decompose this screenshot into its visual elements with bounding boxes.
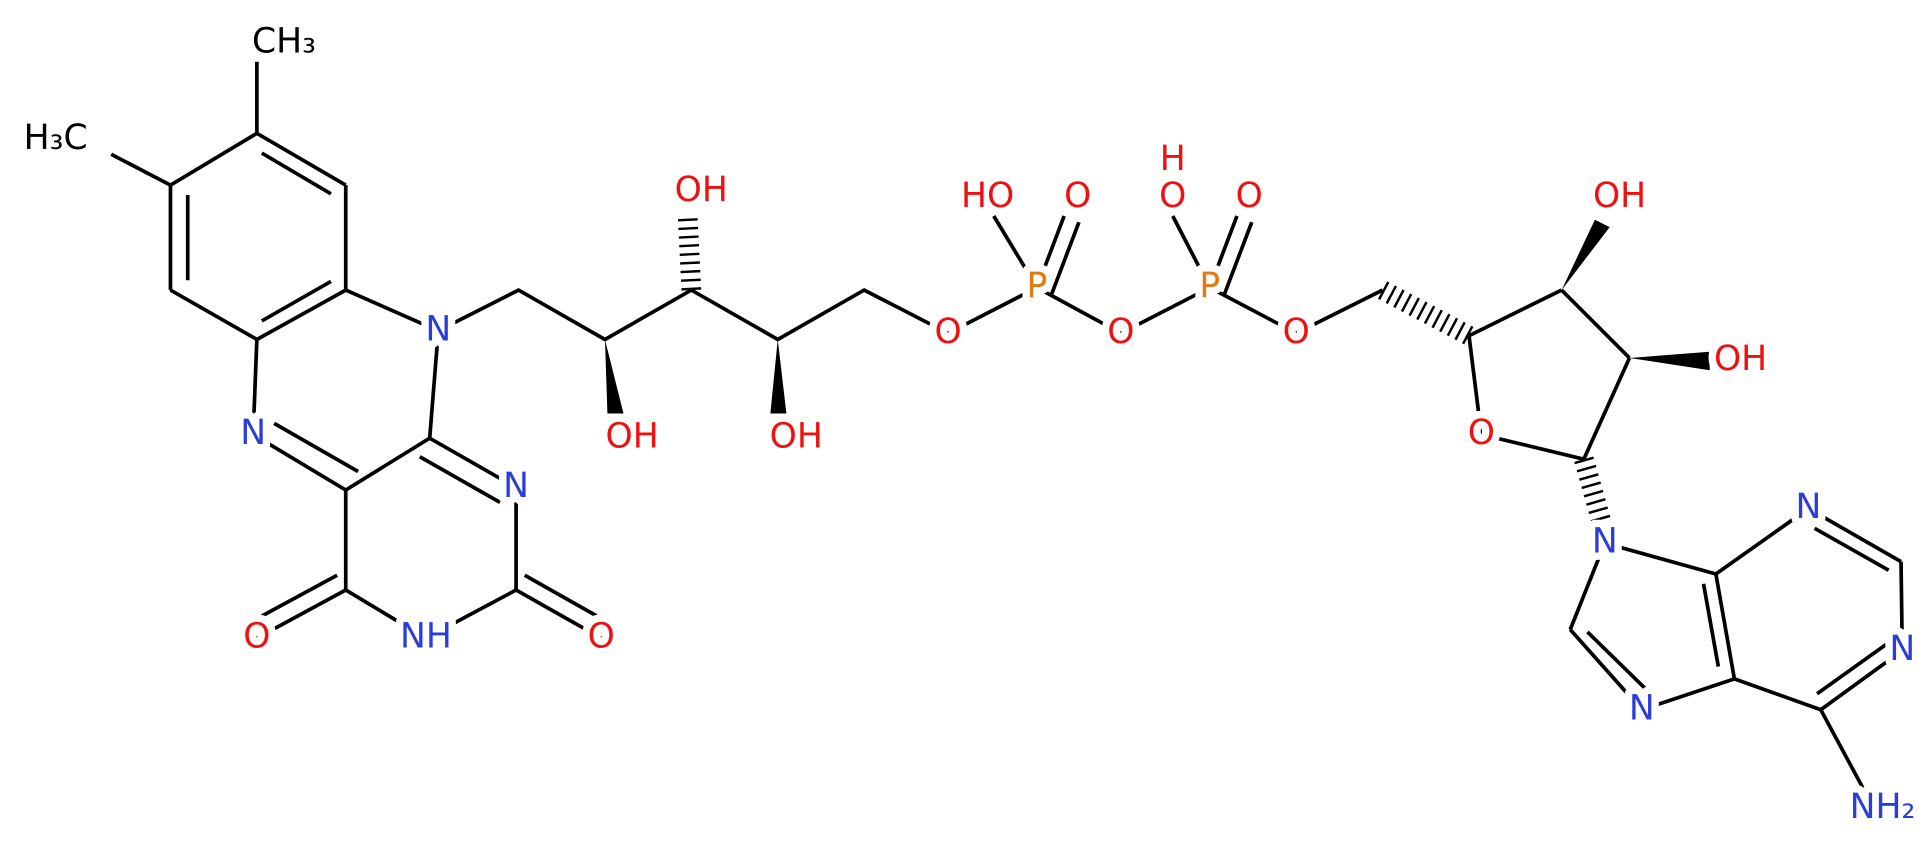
atom-label: O: [1468, 413, 1495, 453]
atom-label: OH: [1593, 176, 1646, 216]
atom-label: OH: [1714, 339, 1767, 379]
atom-label: N: [1592, 522, 1618, 562]
atom-label: O: [588, 617, 615, 657]
atom-label: N: [240, 413, 266, 453]
atom-label: P: [1027, 266, 1048, 306]
atom-label: N: [503, 466, 529, 506]
atom-label: H₃C: [24, 118, 88, 158]
atom-label: NH: [400, 617, 452, 657]
atom-label: O: [1236, 176, 1263, 216]
atom-label: OH: [770, 417, 823, 457]
atom-label: N: [425, 309, 451, 349]
atom-label: N: [1889, 629, 1915, 669]
atom-label: O: [243, 617, 270, 657]
atom-label: OH: [606, 417, 659, 457]
atom-label: O: [1107, 312, 1134, 352]
atom-label: N: [1629, 688, 1655, 728]
bonds: [110, 61, 1905, 791]
atom-label: HO: [961, 176, 1014, 216]
stereo-bonds: [604, 215, 1710, 528]
atom-label: P: [1199, 266, 1220, 306]
atom-label: NH₂: [1850, 787, 1916, 827]
atom-label: O: [935, 312, 962, 352]
atom-label: OH: [675, 170, 728, 210]
atom-label: O: [1159, 176, 1186, 216]
atom-label: N: [1796, 487, 1822, 527]
atom-label: H: [1160, 139, 1186, 179]
atom-label: CH₃: [252, 22, 316, 62]
atom-labels: CH₃ H₃C N N N NH O O OH OH OH HO O P H O…: [16, 14, 1922, 834]
atom-label: O: [1283, 312, 1310, 352]
atom-label: O: [1064, 176, 1091, 216]
